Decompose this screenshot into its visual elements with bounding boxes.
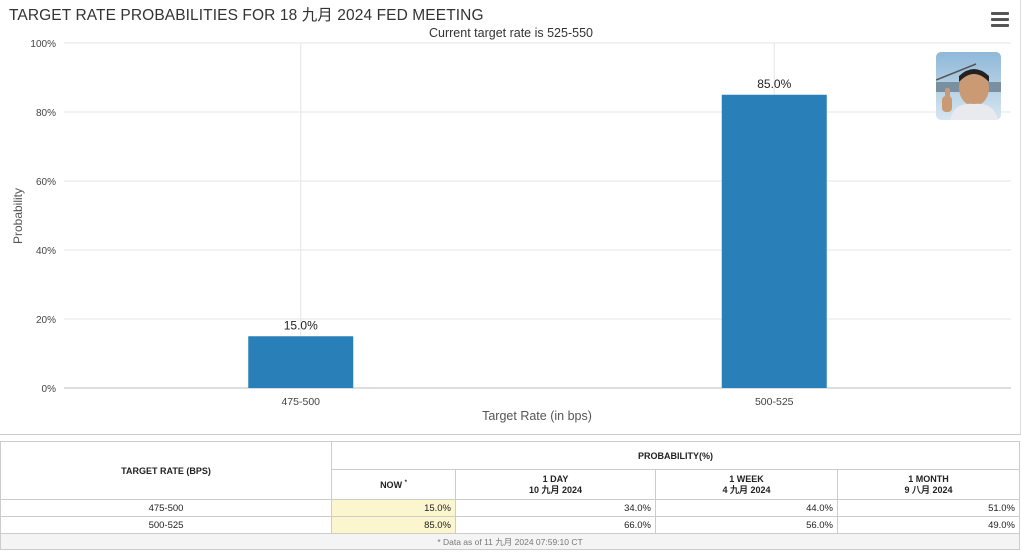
row-1-month: 51.0% (837, 499, 1020, 517)
col-1-day-label: 1 DAY (542, 473, 569, 484)
probability-table: TARGET RATE (BPS) PROBABILITY(%) NOW * 1… (0, 441, 1020, 550)
bar (721, 94, 827, 388)
hamburger-menu-icon[interactable] (989, 10, 1011, 30)
user-photo (936, 52, 1001, 120)
col-1-month: 1 MONTH 9 八月 2024 (837, 469, 1020, 500)
y-tick-label: 20% (36, 315, 56, 326)
col-now: NOW * (331, 469, 456, 500)
col-1-month-label: 1 MONTH (908, 473, 949, 484)
row-now: 15.0% (331, 499, 456, 517)
col-1-month-date: 9 八月 2024 (904, 484, 953, 495)
header-target-rate: TARGET RATE (BPS) (0, 441, 332, 500)
col-now-marker: * (404, 480, 407, 486)
chart-panel: TARGET RATE PROBABILITIES FOR 18 九月 2024… (0, 0, 1021, 435)
row-rate: 475-500 (0, 499, 332, 517)
x-axis-ticks: 475-500 500-525 (281, 396, 793, 408)
x-axis-title: Target Rate (in bps) (482, 409, 592, 423)
y-axis-ticks: 0% 20% 40% 60% 80% 100% (30, 39, 56, 395)
col-now-label: NOW (380, 480, 403, 490)
y-tick-label: 100% (30, 39, 56, 50)
y-axis-title: Probability (11, 188, 25, 244)
bars (248, 94, 827, 388)
chart-title: TARGET RATE PROBABILITIES FOR 18 九月 2024… (9, 7, 484, 24)
row-now: 85.0% (331, 516, 456, 534)
col-1-day-date: 10 九月 2024 (528, 484, 583, 495)
row-1-day: 34.0% (455, 499, 656, 517)
data-timestamp-note: * Data as of 11 九月 2024 07:59:10 CT (0, 533, 1020, 550)
col-1-week-date: 4 九月 2024 (722, 484, 771, 495)
y-tick-label: 0% (42, 384, 57, 395)
row-1-week: 56.0% (655, 516, 838, 534)
chart-subtitle: Current target rate is 525-550 (429, 26, 593, 40)
bar-chart: 0% 20% 40% 60% 80% 100% 15.0% 85.0% 475-500 500… (11, 39, 1011, 423)
y-tick-label: 60% (36, 177, 56, 188)
data-label: 85.0% (757, 77, 791, 91)
grid-lines (64, 42, 1011, 389)
row-1-month: 49.0% (837, 516, 1020, 534)
col-1-week: 1 WEEK 4 九月 2024 (655, 469, 838, 500)
x-tick-label: 475-500 (281, 396, 320, 408)
row-1-week: 44.0% (655, 499, 838, 517)
row-1-day: 66.0% (455, 516, 656, 534)
table-row: 475-500 15.0% 34.0% 44.0% 51.0% (0, 499, 1020, 517)
x-tick-label: 500-525 (755, 396, 794, 408)
y-tick-label: 80% (36, 108, 56, 119)
data-labels: 15.0% 85.0% (284, 77, 792, 333)
col-1-week-label: 1 WEEK (729, 473, 764, 484)
table-row: 500-525 85.0% 66.0% 56.0% 49.0% (0, 516, 1020, 534)
header-probability: PROBABILITY(%) (331, 441, 1020, 470)
y-tick-label: 40% (36, 246, 56, 257)
data-label: 15.0% (284, 318, 318, 332)
bar (248, 336, 354, 388)
row-rate: 500-525 (0, 516, 332, 534)
col-1-day: 1 DAY 10 九月 2024 (455, 469, 656, 500)
